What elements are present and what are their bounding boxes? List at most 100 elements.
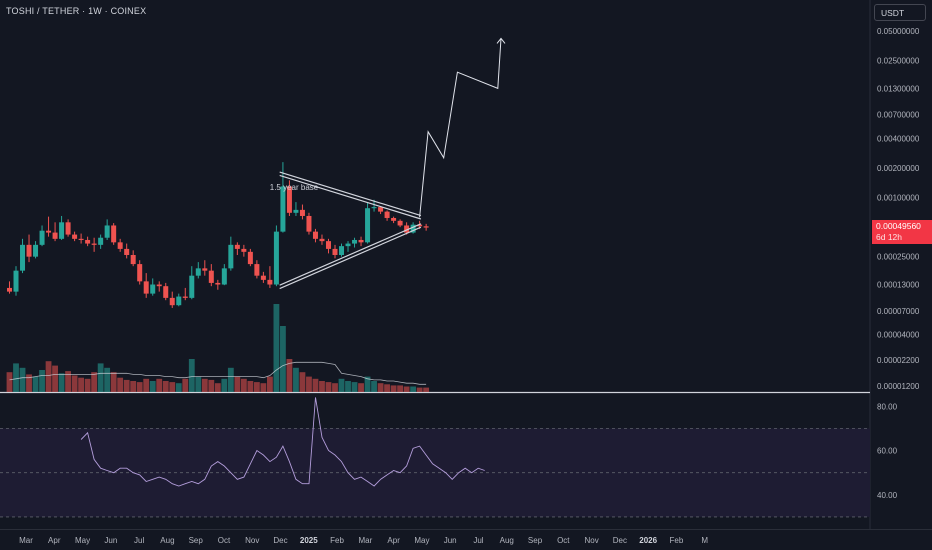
time-tick-label: Jul (134, 536, 144, 545)
price-tick-label: 0.00400000 (877, 135, 920, 144)
triangle-upper-line-a (279, 171, 422, 217)
volume-bar (351, 382, 358, 392)
time-tick-label: Feb (670, 536, 684, 545)
volume-bar (130, 381, 137, 392)
candle-body (358, 239, 364, 243)
volume-bar (267, 376, 273, 392)
candle-body (247, 251, 253, 265)
time-tick-label: Apr (48, 536, 61, 545)
time-tick-label: Oct (218, 536, 231, 545)
candle-body (332, 248, 338, 255)
volume-bar (384, 384, 390, 392)
time-tick-label: Oct (557, 536, 570, 545)
candle-body (397, 220, 403, 226)
candle-body (208, 270, 214, 283)
volume-bar (188, 359, 195, 392)
volume-bar (371, 381, 377, 392)
volume-bar (39, 370, 45, 392)
volume-bar (208, 379, 215, 392)
volume-bar (201, 378, 208, 392)
candle-body (423, 226, 429, 228)
volume-bar (156, 378, 163, 392)
candle-body (143, 281, 149, 294)
candle-body (286, 186, 292, 213)
candle-body (234, 244, 240, 249)
time-tick-label: May (75, 536, 90, 545)
volume-bar (91, 372, 98, 392)
volume-bar (13, 363, 19, 392)
candle-body (46, 230, 52, 233)
candle-body (169, 297, 175, 306)
volume-bar (221, 378, 228, 392)
volume-bar (117, 377, 124, 392)
time-tick-label: 2026 (639, 536, 657, 545)
time-tick-label: Jul (473, 536, 483, 545)
volume-bar (78, 377, 85, 392)
volume-bar (162, 381, 169, 392)
candle-body (254, 264, 260, 276)
time-tick-label: Aug (500, 536, 514, 545)
time-tick-label: Mar (358, 536, 372, 545)
time-tick-label: Jun (104, 536, 117, 545)
volume-bar (182, 378, 189, 392)
projection-drawing (419, 37, 506, 218)
triangle-upper-line-b (279, 174, 422, 220)
volume-bar (104, 367, 111, 392)
volume-bar (345, 381, 351, 392)
volume-bar (273, 304, 280, 392)
price-tick-label: 0.05000000 (877, 27, 920, 36)
base-annotation: 1.5 year base (270, 183, 319, 192)
symbol-title[interactable]: TOSHI / TETHER · 1W · COINEX (6, 6, 147, 16)
candle-body (312, 231, 318, 239)
volume-bar (377, 383, 384, 392)
last-price-badge: 0.00049560 6d 12h (872, 220, 932, 244)
candle-body (13, 270, 19, 292)
candle-body (391, 217, 397, 221)
candle-body (189, 275, 195, 298)
volume-bar (227, 367, 234, 392)
time-tick-label: Aug (160, 536, 174, 545)
candle-body (156, 284, 162, 287)
volume-bar (338, 378, 345, 392)
candle-body (98, 237, 104, 245)
currency-selector[interactable]: USDT (874, 4, 926, 21)
candle-body (59, 222, 65, 239)
volume-bar (299, 372, 306, 392)
volume-bar (110, 372, 117, 392)
volume-bar (293, 367, 299, 392)
price-tick-label: 0.00004000 (877, 331, 920, 340)
candle-body (7, 287, 12, 292)
price-tick-label: 0.00700000 (877, 111, 920, 120)
volume-bar (423, 387, 430, 392)
candle-body (293, 209, 299, 213)
time-tick-label: Dec (613, 536, 627, 545)
time-tick-label: 2025 (300, 536, 318, 545)
triangle-drawing (279, 171, 422, 290)
candle-body (137, 264, 143, 282)
price-tick-label: 0.00100000 (877, 194, 920, 203)
candle-body (273, 231, 279, 285)
triangle-lower-line-b (279, 226, 422, 290)
time-tick-label: May (414, 536, 429, 545)
rsi-tick-label: 80.00 (877, 402, 898, 411)
volume-bar (52, 365, 58, 392)
time-tick-label: Sep (189, 536, 204, 545)
candle-body (345, 243, 351, 247)
candle-body (20, 244, 26, 271)
candle-body (163, 286, 169, 298)
volume-bar (123, 379, 130, 392)
price-tick-label: 0.00001200 (877, 382, 920, 391)
candle-body (26, 244, 32, 257)
volume-ma-line (9, 361, 427, 385)
volume-bar (306, 376, 312, 392)
candle-body (241, 248, 247, 252)
volume-bar (410, 386, 417, 392)
price-tick-label: 0.01300000 (877, 84, 920, 93)
triangle-lower-line-a (279, 223, 422, 286)
volume-bar (286, 359, 293, 392)
time-tick-label: Sep (528, 536, 543, 545)
candle-body (404, 225, 410, 233)
volume-bar (136, 382, 143, 392)
volume-bar (390, 385, 397, 392)
